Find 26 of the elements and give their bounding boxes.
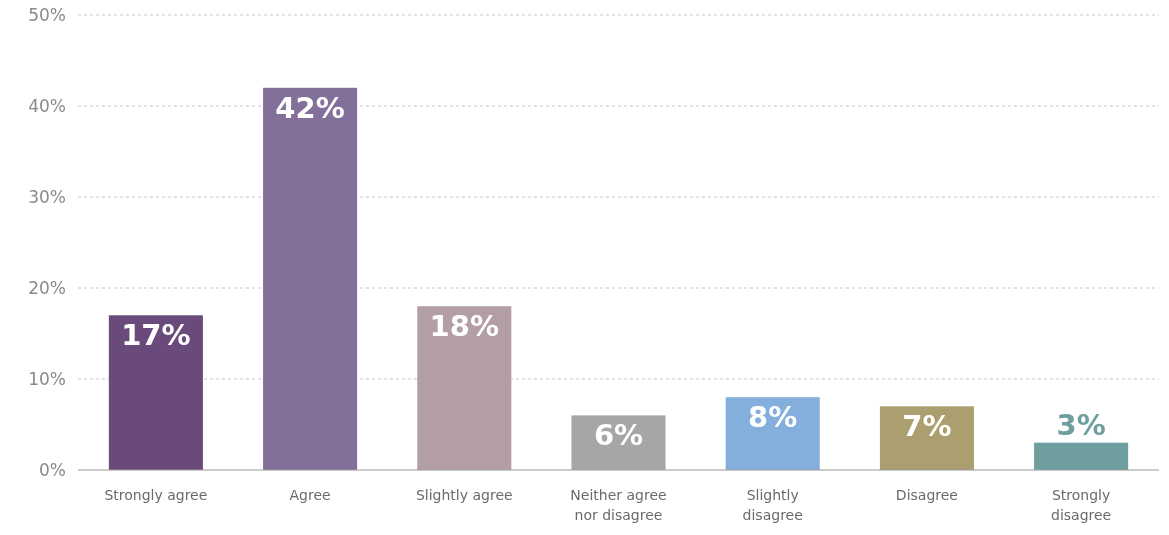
data-label: 42% [275,90,345,125]
x-tick-label: Strongly agree [104,487,208,503]
y-tick-label: 10% [28,368,66,389]
bar [263,87,358,470]
data-label: 18% [429,309,499,344]
x-tick-label: Neither agree nor disagree [570,487,667,523]
bar [725,397,820,470]
y-tick-label: 50% [28,4,66,25]
data-label: 3% [1056,407,1106,442]
bar [417,306,512,470]
bar [879,406,974,470]
data-label: 6% [593,418,644,453]
y-tick-label: 20% [28,277,66,298]
x-tick-label: Strongly disagree [1051,487,1112,523]
data-label: 17% [121,318,191,353]
y-tick-label: 40% [28,95,66,116]
x-tick-label: Agree [289,487,331,503]
bar [1034,442,1129,470]
y-tick-label: 30% [28,186,66,207]
y-tick-label: 0% [39,459,66,480]
x-tick-label: Slightly disagree [742,487,803,523]
bar [108,315,203,470]
data-label: 7% [902,409,952,444]
data-label: 8% [748,400,798,435]
x-tick-label: Disagree [895,487,958,503]
x-tick-label: Slightly agree [415,487,513,503]
